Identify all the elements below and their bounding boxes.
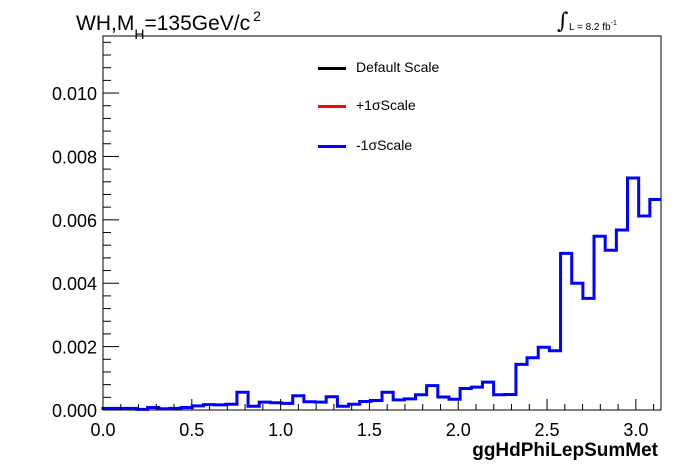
chart-title: WH,MH=135GeV/c 2 [76, 8, 261, 42]
x-tick-label: 0.5 [179, 420, 204, 440]
legend-label-default: Default Scale [356, 59, 440, 75]
legend-label-plus-sigma: +1σScale [356, 97, 416, 113]
plot-frame [102, 35, 662, 411]
y-tick-label: 0.002 [52, 338, 97, 358]
x-tick-label: 3.0 [623, 420, 648, 440]
x-tick-label: 0.0 [90, 420, 115, 440]
x-tick-label: 2.0 [446, 420, 471, 440]
x-tick-label: 2.5 [535, 420, 560, 440]
integral-icon: ∫ [557, 9, 569, 34]
x-tick-label: 1.5 [357, 420, 382, 440]
legend-line-plus-sigma [318, 105, 346, 108]
legend-line-default [318, 67, 346, 70]
y-tick-label: 0.006 [52, 211, 97, 231]
y-tick-label: 0.000 [52, 401, 97, 421]
x-axis-title: ggHdPhiLepSumMet [472, 440, 658, 461]
y-tick-label: 0.010 [52, 84, 97, 104]
series-line-0 [101, 176, 661, 411]
legend-label-minus-sigma: -1σScale [356, 137, 413, 153]
y-tick-label: 0.008 [52, 147, 97, 167]
y-tick-label: 0.004 [52, 274, 97, 294]
x-tick-label: 1.0 [268, 420, 293, 440]
legend-line-minus-sigma [318, 145, 346, 148]
